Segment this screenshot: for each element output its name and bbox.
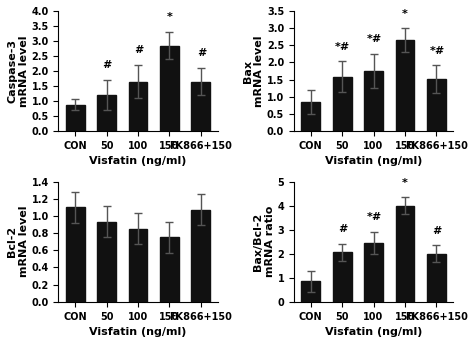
- Bar: [427, 254, 446, 302]
- Text: *: *: [166, 12, 173, 22]
- Y-axis label: Bcl-2
mRNA level: Bcl-2 mRNA level: [7, 206, 28, 277]
- Bar: [160, 237, 179, 302]
- Y-axis label: Bax/Bcl-2
mRNA ratio: Bax/Bcl-2 mRNA ratio: [253, 206, 275, 277]
- Bar: [97, 95, 116, 131]
- Bar: [301, 281, 320, 302]
- Y-axis label: Caspase-3
mRNA level: Caspase-3 mRNA level: [7, 35, 28, 107]
- Bar: [427, 79, 446, 131]
- Bar: [97, 222, 116, 302]
- Bar: [396, 206, 414, 302]
- Text: #: #: [197, 49, 205, 58]
- Bar: [66, 207, 84, 302]
- Text: #: #: [338, 224, 346, 235]
- X-axis label: Visfatin (ng/ml): Visfatin (ng/ml): [325, 327, 422, 337]
- X-axis label: Visfatin (ng/ml): Visfatin (ng/ml): [89, 157, 187, 166]
- Y-axis label: Bax
mRNA level: Bax mRNA level: [243, 35, 264, 107]
- Text: #: #: [433, 226, 440, 236]
- Text: #: #: [134, 45, 142, 55]
- Bar: [301, 102, 320, 131]
- Bar: [396, 40, 414, 131]
- Text: #: #: [103, 61, 110, 71]
- Bar: [128, 82, 147, 131]
- Bar: [191, 210, 210, 302]
- Bar: [128, 229, 147, 302]
- Bar: [333, 77, 352, 131]
- X-axis label: Visfatin (ng/ml): Visfatin (ng/ml): [89, 327, 187, 337]
- Bar: [160, 45, 179, 131]
- Bar: [364, 243, 383, 302]
- Bar: [191, 82, 210, 131]
- Bar: [333, 252, 352, 302]
- X-axis label: Visfatin (ng/ml): Visfatin (ng/ml): [325, 157, 422, 166]
- Text: *: *: [402, 9, 408, 19]
- Bar: [66, 105, 84, 131]
- Text: *#: *#: [335, 42, 349, 52]
- Text: *#: *#: [429, 46, 443, 56]
- Bar: [364, 71, 383, 131]
- Text: *: *: [402, 178, 408, 187]
- Text: *#: *#: [367, 34, 380, 44]
- Text: *#: *#: [367, 213, 380, 223]
